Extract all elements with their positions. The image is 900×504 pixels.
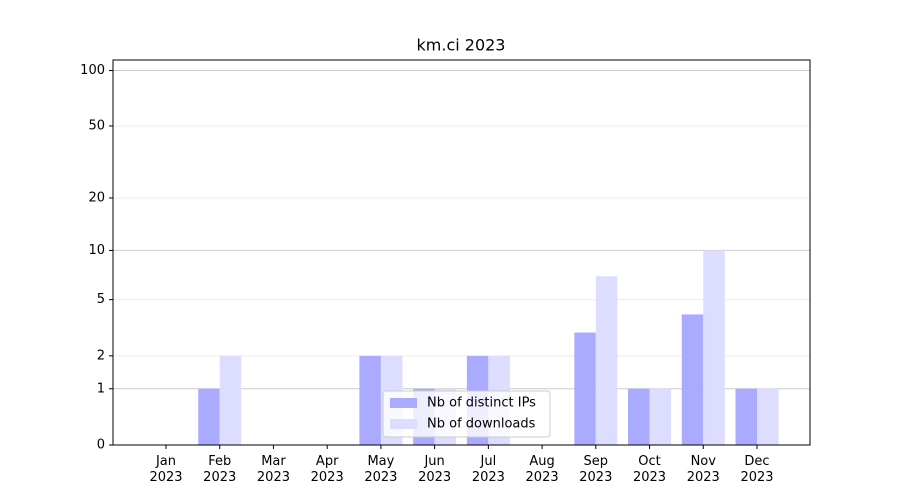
- y-tick-label: 2: [97, 348, 105, 363]
- x-tick-label: Jun 2023: [418, 454, 451, 485]
- x-tick-label-line: 2023: [311, 470, 344, 485]
- x-tick-label-line: Jun: [423, 454, 444, 469]
- bar: [757, 388, 779, 445]
- x-tick-label-line: 2023: [687, 470, 720, 485]
- y-tick-label: 5: [97, 292, 105, 307]
- x-tick-label-line: 2023: [257, 470, 290, 485]
- plot-frame: [112, 59, 811, 446]
- x-tick-label-line: Feb: [208, 454, 231, 469]
- bar: [219, 355, 242, 445]
- x-tick-label: May 2023: [364, 454, 397, 485]
- x-tick-label-line: Aug: [529, 454, 554, 469]
- x-tick-label-line: Jan: [155, 454, 176, 469]
- legend-swatch: [390, 419, 417, 429]
- x-tick-label-line: 2023: [364, 470, 397, 485]
- bar: [681, 314, 704, 445]
- x-tick-label-line: 2023: [740, 470, 773, 485]
- bar: [574, 332, 596, 445]
- bar: [735, 388, 757, 445]
- bar: [198, 388, 220, 445]
- y-tick-label: 50: [88, 118, 105, 133]
- x-tick-label-line: 2023: [149, 470, 182, 485]
- x-tick-label-line: Sep: [584, 454, 609, 469]
- x-tick-label-line: Dec: [744, 454, 769, 469]
- y-tick-label: 20: [88, 190, 105, 205]
- bar: [359, 355, 381, 445]
- x-tick-label-line: Nov: [691, 454, 717, 469]
- x-tick-label: Nov 2023: [687, 454, 720, 485]
- bar: [628, 388, 650, 445]
- bar: [703, 250, 725, 445]
- x-tick-label: Aug 2023: [526, 454, 559, 485]
- x-tick-label-line: Mar: [261, 454, 286, 469]
- x-tick-label: Sep 2023: [579, 454, 612, 485]
- x-tick-label: Apr 2023: [311, 454, 344, 485]
- legend-label: Nb of downloads: [427, 417, 536, 432]
- y-tick-label: 1: [97, 381, 105, 396]
- x-tick-label-line: Jul: [480, 454, 497, 469]
- y-tick-label: 10: [88, 243, 105, 258]
- x-tick-label-line: 2023: [418, 470, 451, 485]
- bar: [595, 276, 618, 445]
- x-tick-label-line: Apr: [316, 454, 339, 469]
- x-tick-label-line: May: [367, 454, 394, 469]
- bar: [649, 388, 672, 445]
- x-tick-label: Dec 2023: [740, 454, 773, 485]
- x-tick-label: Jul 2023: [472, 454, 505, 485]
- x-tick-label-line: Oct: [638, 454, 660, 469]
- x-tick-label: Mar 2023: [257, 454, 290, 485]
- x-tick-label-line: 2023: [633, 470, 666, 485]
- x-tick-label-line: 2023: [203, 470, 236, 485]
- x-tick-label: Feb 2023: [203, 454, 236, 485]
- y-tick-label: 100: [80, 63, 105, 78]
- y-tick-label: 0: [97, 438, 105, 453]
- x-tick-label-line: 2023: [579, 470, 612, 485]
- x-tick-label-line: 2023: [526, 470, 559, 485]
- x-tick-label-line: 2023: [472, 470, 505, 485]
- x-tick-label: Oct 2023: [633, 454, 666, 485]
- chart-title: km.ci 2023: [417, 36, 506, 55]
- legend-box: [382, 390, 551, 438]
- x-tick-label: Jan 2023: [149, 454, 182, 485]
- legend-label: Nb of distinct IPs: [427, 396, 536, 411]
- legend-swatch: [390, 398, 417, 408]
